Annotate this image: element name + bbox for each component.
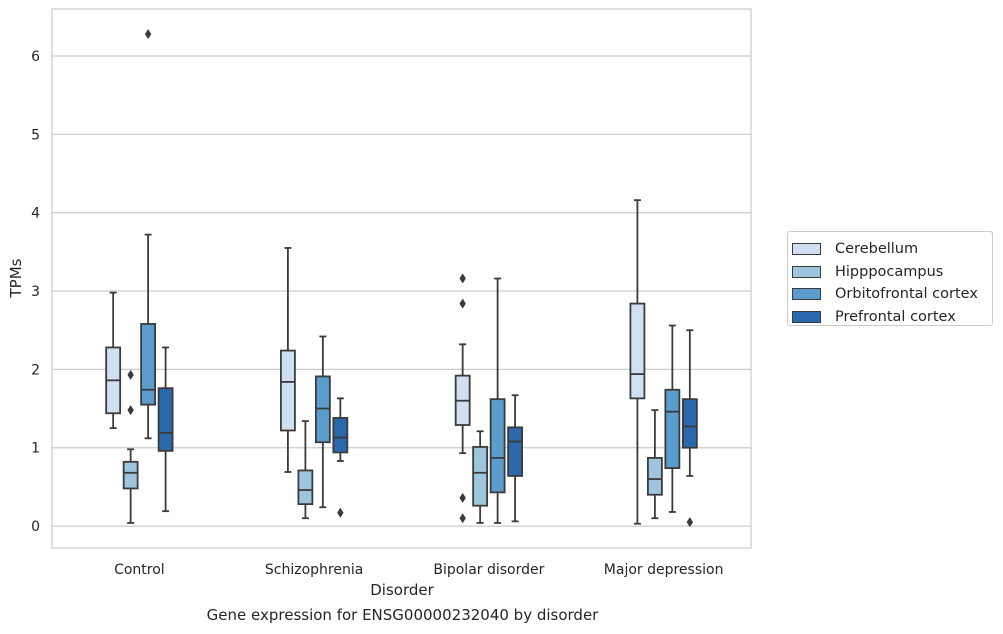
plot-frame [51, 8, 752, 549]
y-tick-label-4: 4 [31, 206, 40, 222]
y-axis-label: TPMs [7, 258, 25, 298]
outlier-point [459, 298, 466, 309]
outlier-point [127, 369, 134, 380]
legend-label-cerebellum: Cerebellum [835, 241, 919, 258]
box-cerebellum-3 [629, 199, 646, 525]
legend-swatch-cerebellum [792, 243, 821, 256]
box-iqr [280, 349, 296, 432]
x-axis-label: Disorder [370, 581, 434, 599]
box-iqr [297, 469, 314, 506]
box-iqr [664, 388, 681, 469]
box-iqr [629, 302, 646, 400]
legend-swatch-hippocampus [792, 265, 821, 278]
x-tick-labels: Control Schizophrenia Bipolar disorder Majo… [114, 562, 723, 578]
legend-item-orbitofrontal-cortex: Orbitofrontal cortex [792, 283, 992, 306]
box-cerebellum-0 [105, 291, 122, 430]
outlier-point [337, 507, 344, 518]
box-hipppocampus-0 [122, 369, 139, 524]
box-iqr [332, 417, 349, 454]
x-tick-label-bipolar-disorder: Bipolar disorder [433, 562, 544, 578]
y-tick-label-6: 6 [31, 49, 40, 65]
legend-swatch-prefrontal-cortex [792, 310, 821, 323]
box-prefrontal-cortex-1 [332, 397, 349, 518]
y-tick-label-3: 3 [31, 284, 40, 300]
outlier-point [686, 517, 694, 528]
outlier-point [459, 513, 466, 524]
legend-item-hippocampus: Hipppocampus [792, 261, 992, 284]
box-hipppocampus-2 [472, 430, 489, 524]
box-layer [105, 29, 698, 528]
outlier-point [144, 29, 152, 40]
box-iqr [122, 460, 139, 490]
legend-label-hippocampus: Hipppocampus [835, 263, 944, 280]
box-cerebellum-1 [280, 247, 296, 473]
chart-caption: Gene expression for ENSG00000232040 by d… [206, 606, 599, 624]
box-orbitofrontal-cortex-1 [314, 335, 331, 509]
box-iqr [646, 457, 663, 496]
legend: Cerebellum Hipppocampus Orbitofrontal co… [787, 231, 993, 326]
box-orbitofrontal-cortex-2 [489, 277, 506, 524]
box-iqr [472, 446, 489, 507]
y-tick-label-0: 0 [31, 519, 40, 535]
box-prefrontal-cortex-3 [681, 329, 698, 528]
y-tick-label-5: 5 [31, 127, 40, 143]
box-iqr [140, 323, 157, 406]
legend-item-cerebellum: Cerebellum [792, 238, 992, 261]
y-tick-label-2: 2 [31, 362, 40, 378]
legend-label-orbitofrontal-cortex: Orbitofrontal cortex [835, 286, 978, 303]
x-tick-label-schizophrenia: Schizophrenia [265, 562, 363, 578]
outlier-point [459, 492, 466, 503]
box-iqr [507, 426, 523, 477]
y-tick-label-1: 1 [31, 441, 40, 457]
y-tick-labels: 0 1 2 3 4 5 6 [31, 49, 40, 535]
grid-layer [52, 55, 751, 527]
box-hipppocampus-1 [297, 420, 314, 520]
legend-label-prefrontal-cortex: Prefrontal cortex [835, 308, 956, 325]
box-cerebellum-2 [454, 273, 471, 524]
x-tick-label-control: Control [114, 562, 165, 578]
outlier-point [127, 405, 134, 416]
box-iqr [157, 387, 174, 452]
box-hipppocampus-3 [646, 409, 663, 520]
box-orbitofrontal-cortex-0 [140, 29, 157, 440]
box-orbitofrontal-cortex-3 [664, 324, 681, 513]
box-prefrontal-cortex-0 [157, 346, 174, 513]
outlier-point [459, 273, 466, 284]
x-tick-label-major-depression: Major depression [604, 562, 724, 578]
box-iqr [681, 398, 698, 449]
legend-item-prefrontal-cortex: Prefrontal cortex [792, 306, 992, 329]
box-iqr [489, 398, 506, 494]
legend-swatch-orbitofrontal-cortex [792, 288, 821, 301]
box-prefrontal-cortex-2 [507, 394, 523, 523]
